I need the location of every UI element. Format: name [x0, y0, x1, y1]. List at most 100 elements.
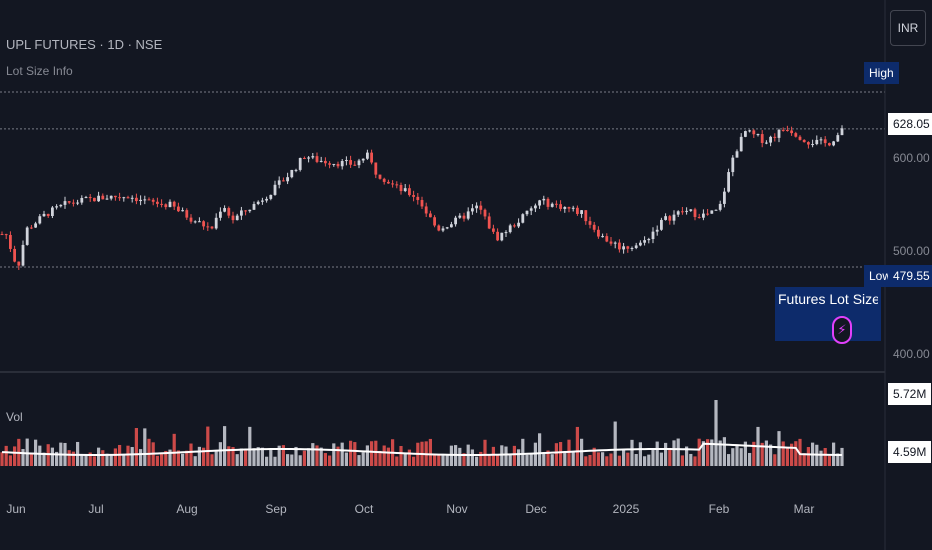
candle-body: [609, 241, 613, 244]
x-tick-mar: Mar: [793, 502, 815, 516]
candle-body: [294, 169, 298, 171]
volume-bar: [101, 450, 105, 466]
candle-body: [471, 208, 474, 212]
x-tick-dec: Dec: [525, 502, 547, 516]
volume-bar: [512, 445, 516, 466]
volume-bar: [769, 444, 773, 466]
volume-bar: [785, 447, 789, 466]
indicator-label[interactable]: Lot Size Info: [6, 64, 73, 78]
volume-bar: [659, 452, 663, 466]
chart-title: UPL FUTURES · 1D · NSE: [6, 37, 163, 52]
candle-body: [756, 134, 760, 136]
volume-bar: [386, 447, 390, 466]
volume-bar: [164, 450, 168, 466]
volume-bar: [802, 453, 806, 466]
volume-bar: [491, 446, 495, 466]
candle-body: [588, 221, 592, 225]
candle-body: [790, 130, 793, 134]
lightning-icon[interactable]: ⚡: [832, 316, 852, 344]
volume-bar: [588, 455, 592, 466]
volume-label[interactable]: Vol: [6, 410, 23, 424]
volume-bar: [609, 453, 613, 466]
volume-bar: [487, 454, 491, 466]
candle-body: [647, 239, 651, 241]
volume-bar: [113, 448, 117, 466]
candle-body: [382, 178, 386, 182]
candle-body: [823, 139, 827, 144]
candle-body: [135, 197, 138, 202]
volume-bar: [529, 453, 533, 466]
volume-bar: [13, 446, 17, 466]
volume-bar: [281, 445, 285, 466]
x-tick-nov: Nov: [446, 502, 468, 516]
volume-bar: [290, 454, 294, 466]
candle-body: [832, 141, 835, 146]
volume-bar: [256, 447, 260, 466]
candle-body: [168, 201, 172, 208]
candle-body: [429, 213, 432, 218]
volume-bar: [680, 455, 684, 466]
candle-body: [84, 197, 88, 199]
candle-body: [244, 210, 247, 212]
candle-body: [172, 201, 176, 207]
x-tick-2025: 2025: [612, 502, 640, 516]
volume-bar: [777, 431, 781, 466]
volume-bar: [638, 442, 642, 466]
candle-body: [34, 223, 37, 228]
volume-bar: [836, 453, 840, 466]
volume-bar: [441, 454, 445, 466]
volume-bars: [0, 400, 844, 466]
lot-size-box: [775, 287, 881, 341]
candle-body: [374, 162, 378, 175]
candle-body: [105, 198, 109, 200]
volume-bar: [722, 437, 726, 466]
candle-body: [752, 130, 756, 135]
candle-body: [794, 133, 798, 137]
candle-body: [256, 201, 260, 205]
volume-bar: [445, 455, 449, 466]
candle-body: [181, 210, 184, 212]
volume-bar: [88, 452, 92, 466]
volume-bar: [97, 447, 101, 466]
candle-body: [17, 261, 21, 266]
candle-body: [340, 161, 344, 167]
candle-body: [88, 197, 92, 199]
candle-body: [189, 217, 193, 222]
candle-body: [769, 136, 772, 143]
candle-body: [685, 210, 688, 212]
candle-body: [261, 200, 264, 202]
volume-bar: [307, 448, 311, 466]
volume-bar: [172, 433, 176, 466]
candle-body: [706, 213, 709, 215]
volume-bar: [273, 456, 277, 466]
volume-bar: [231, 447, 235, 466]
volume-bar: [412, 456, 416, 466]
candle-body: [227, 208, 231, 216]
candle-body: [441, 228, 445, 231]
candle-body: [0, 234, 4, 236]
volume-bar: [697, 438, 701, 466]
volume-bar: [475, 456, 479, 466]
candle-body: [836, 135, 840, 142]
high-tag: High: [864, 62, 899, 84]
candle-body: [328, 163, 331, 165]
x-tick-jun: Jun: [6, 502, 26, 516]
volume-bar: [706, 439, 710, 466]
volume-bar: [294, 446, 298, 466]
candle-body: [13, 248, 16, 262]
candle-body: [126, 197, 130, 199]
candle-body: [378, 174, 382, 179]
currency-button[interactable]: INR: [890, 10, 926, 46]
candle-body: [265, 198, 268, 201]
volume-high-tag: 5.72M: [888, 383, 932, 405]
candle-body: [307, 157, 310, 159]
volume-bar: [546, 450, 550, 466]
volume-bar: [235, 454, 239, 466]
candle-body: [748, 130, 751, 132]
candle-body: [450, 224, 453, 228]
volume-bar: [344, 452, 348, 466]
volume-bar: [109, 454, 113, 466]
candle-body: [454, 217, 457, 225]
candle-body: [424, 206, 428, 214]
